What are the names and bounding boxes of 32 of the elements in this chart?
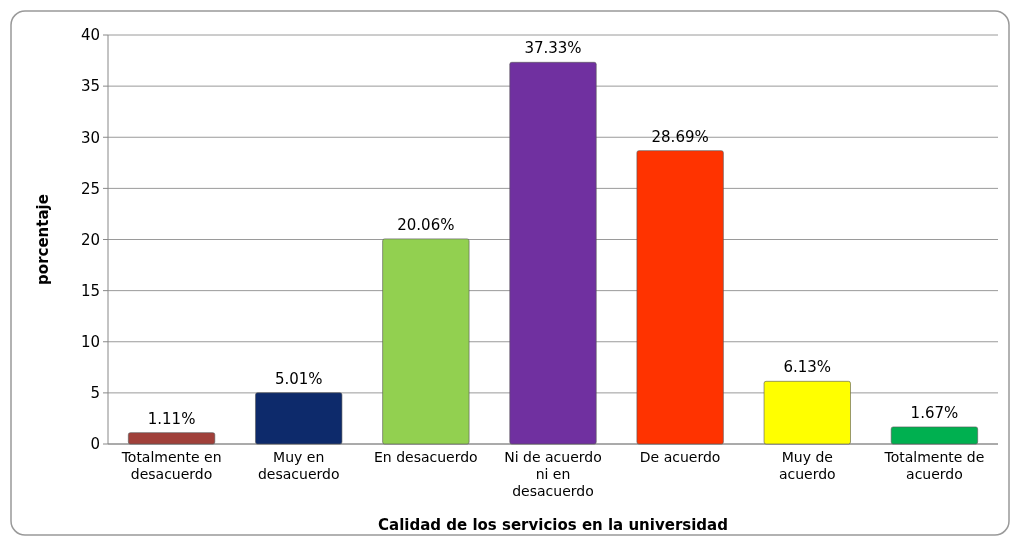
y-tick-label: 25 <box>80 179 100 198</box>
bar <box>763 381 851 445</box>
y-axis-title: porcentaje <box>34 194 52 285</box>
x-tick-label: En desacuerdo <box>374 449 478 465</box>
x-tick-label: Ni de acuerdo ni en desacuerdo <box>504 449 602 499</box>
y-tick-label: 5 <box>90 384 100 403</box>
data-label: 6.13% <box>783 358 832 377</box>
bar <box>509 62 597 445</box>
y-tick-label: 35 <box>80 77 100 96</box>
data-label: 37.33% <box>524 39 582 58</box>
x-tick-label: Totalmente de acuerdo <box>883 449 985 482</box>
data-label: 28.69% <box>651 127 709 146</box>
data-label: 5.01% <box>274 369 323 388</box>
bar <box>128 432 216 445</box>
y-tick-label: 40 <box>80 26 100 45</box>
y-tick-label: 0 <box>90 435 100 454</box>
y-tick-label: 30 <box>80 128 100 147</box>
bar <box>636 150 724 445</box>
data-label: 1.11% <box>147 409 196 428</box>
x-tick-label: Muy de acuerdo <box>778 449 836 482</box>
bar <box>382 238 470 445</box>
x-axis-title: Calidad de los servicios en la universidad <box>378 516 728 534</box>
y-tick-label: 15 <box>80 281 100 300</box>
data-label: 20.06% <box>397 215 455 234</box>
y-tick-label: 20 <box>80 230 100 249</box>
x-tick-label: De acuerdo <box>639 449 721 465</box>
bar <box>890 426 978 445</box>
y-tick-label: 10 <box>80 333 100 351</box>
bar <box>255 392 343 445</box>
data-label: 1.67% <box>910 403 959 422</box>
x-tick-label: Muy en desacuerdo <box>257 449 340 482</box>
x-tick-label: Totalmente en desacuerdo <box>120 449 222 482</box>
